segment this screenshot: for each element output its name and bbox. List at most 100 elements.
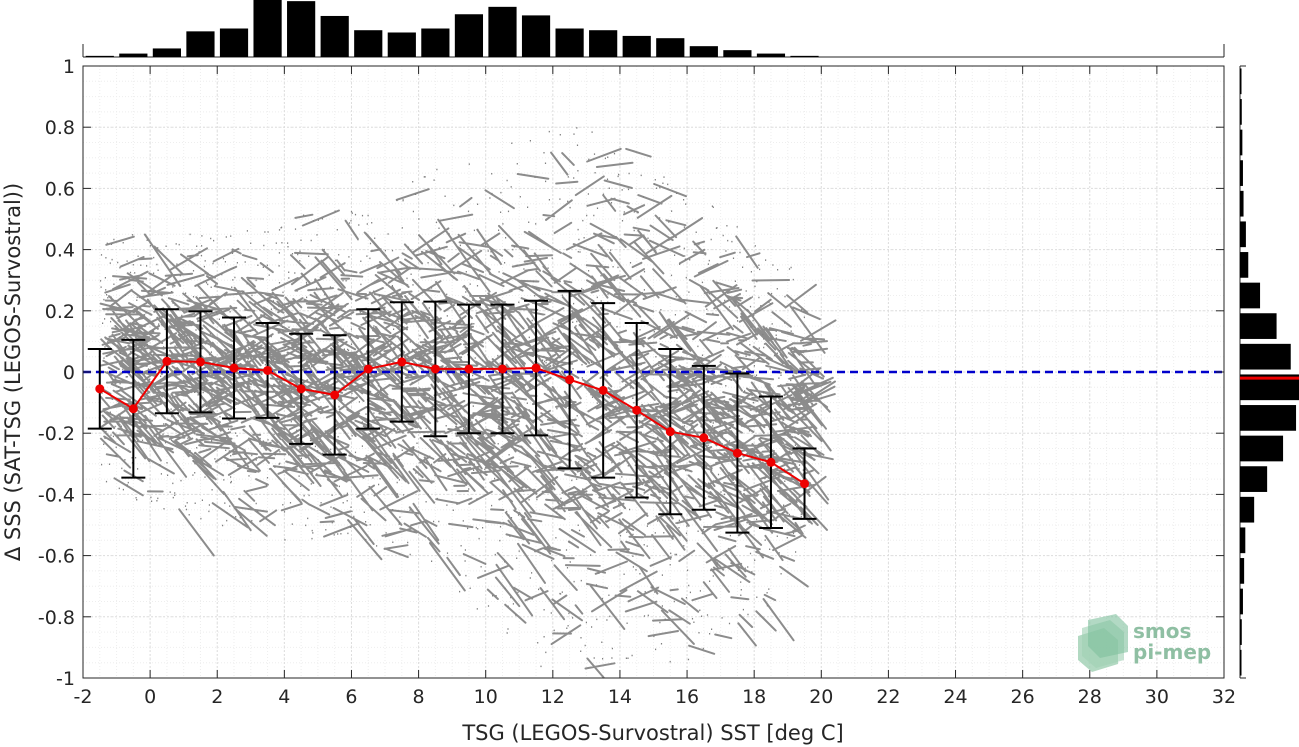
right-hist-bar: [1240, 496, 1255, 523]
top-hist-bar: [287, 1, 316, 58]
mean-point: [800, 479, 810, 489]
mean-point: [464, 364, 474, 374]
y-axis-label: Δ SSS (SAT-TSG (LEGOS-Survostral)): [1, 183, 25, 561]
x-tick-label: 18: [742, 686, 766, 708]
y-tick-label: 0: [63, 362, 75, 384]
x-ticks: [82, 66, 1225, 678]
x-tick-label: 26: [1011, 686, 1035, 708]
y-tick-label: -0.4: [38, 484, 75, 506]
right-hist-bar: [1240, 313, 1277, 339]
x-tick-label: 32: [1212, 686, 1236, 708]
right-hist-bar: [1240, 160, 1243, 186]
y-tick-label: -0.2: [38, 423, 75, 445]
x-tick-label: 30: [1145, 686, 1169, 708]
mean-point: [229, 363, 239, 373]
right-hist-bar: [1240, 558, 1245, 584]
y-tick-label: -0.8: [38, 607, 75, 629]
right-hist-bar: [1240, 129, 1243, 156]
x-tick-label: 28: [1078, 686, 1102, 708]
y-tick-label: 1: [63, 56, 75, 78]
right-hist-bar: [1240, 619, 1242, 645]
mean-points: [95, 356, 810, 489]
right-hist-bar: [1240, 405, 1297, 431]
top-hist-bar: [589, 30, 618, 57]
mean-point: [363, 364, 373, 374]
y-tick-label: -1: [56, 668, 75, 690]
scatter-cloud: [99, 127, 837, 679]
mean-point: [732, 448, 742, 458]
right-histogram: [1239, 65, 1299, 679]
x-tick-label: 14: [608, 686, 632, 708]
mean-point: [296, 384, 306, 394]
x-tick-label: 22: [876, 686, 900, 708]
x-tick-label: 10: [474, 686, 498, 708]
top-hist-bar: [790, 55, 819, 57]
y-tick-label: 0.8: [45, 117, 75, 139]
y-tick-label: 0.6: [45, 178, 75, 200]
mean-point: [531, 363, 541, 373]
scatter-streaks: [99, 147, 837, 679]
x-tick-label: 2: [211, 686, 223, 708]
x-tick-label: 16: [675, 686, 699, 708]
right-hist-bar: [1240, 68, 1242, 95]
mean-point: [162, 356, 172, 366]
top-hist-bar: [119, 53, 148, 57]
right-hist-bar: [1240, 527, 1246, 554]
right-hist-bar: [1240, 252, 1249, 278]
mean-point: [598, 385, 608, 395]
top-hist-bar: [622, 35, 651, 57]
mean-point: [766, 457, 776, 467]
top-hist-bar: [454, 14, 484, 57]
top-histogram: [82, 0, 1225, 58]
top-hist-bar: [320, 15, 349, 58]
logo-text-smos: smos: [1133, 619, 1191, 643]
y-tick-label: 0.2: [45, 301, 75, 323]
y-tick-label: -0.6: [38, 546, 75, 568]
x-tick-label: 12: [541, 686, 565, 708]
top-hist-bar: [387, 32, 416, 57]
mean-line: [99, 360, 806, 485]
right-hist-bar: [1240, 282, 1261, 309]
mean-point: [665, 427, 675, 437]
top-hist-bar: [421, 28, 450, 57]
top-hist-bar: [152, 48, 181, 57]
x-tick-label: 6: [345, 686, 357, 708]
mean-point: [128, 404, 138, 414]
mean-point: [497, 364, 507, 374]
top-hist-bar: [219, 28, 249, 57]
x-tick-label: 0: [144, 686, 156, 708]
x-tick-label: 8: [413, 686, 425, 708]
top-hist-bar: [723, 50, 752, 57]
top-hist-bar: [521, 15, 551, 58]
mean-point: [330, 390, 340, 400]
right-hist-bar: [1240, 343, 1291, 370]
x-tick-label: 4: [278, 686, 290, 708]
logo-mark-icon: [1078, 614, 1128, 672]
top-hist-bar: [85, 55, 114, 57]
logo-text-pimep: pi-mep: [1133, 640, 1211, 664]
x-tick-label: 24: [943, 686, 967, 708]
top-hist-bar: [656, 38, 685, 57]
top-hist-bar: [756, 53, 786, 57]
mean-point: [397, 357, 407, 367]
right-hist-bar: [1240, 466, 1268, 492]
mean-point: [430, 364, 440, 374]
mean-point: [195, 357, 205, 367]
top-hist-bar: [555, 28, 584, 57]
x-tick-label: 20: [809, 686, 833, 708]
top-hist-bar: [253, 0, 282, 57]
right-hist-bar: [1240, 190, 1244, 217]
x-tick-labels: -2 0 2 4 6 8 10 12 14 16 18 20 22 24 26 28 30 32: [74, 686, 1237, 708]
right-hist-bar: [1240, 588, 1243, 615]
scatter-dots: [99, 127, 806, 668]
y-ticks: [83, 65, 1224, 679]
top-hist-bar: [354, 30, 383, 57]
mean-point: [263, 365, 273, 375]
right-hist-bar: [1240, 435, 1284, 462]
top-hist-bar: [186, 31, 215, 57]
y-tick-label: 0.4: [45, 240, 75, 262]
mean-point: [565, 375, 575, 385]
y-tick-labels: -1 -0.8 -0.6 -0.4 -0.2 0 0.2 0.4 0.6 0.8 1: [38, 56, 75, 690]
mean-point: [699, 433, 709, 443]
